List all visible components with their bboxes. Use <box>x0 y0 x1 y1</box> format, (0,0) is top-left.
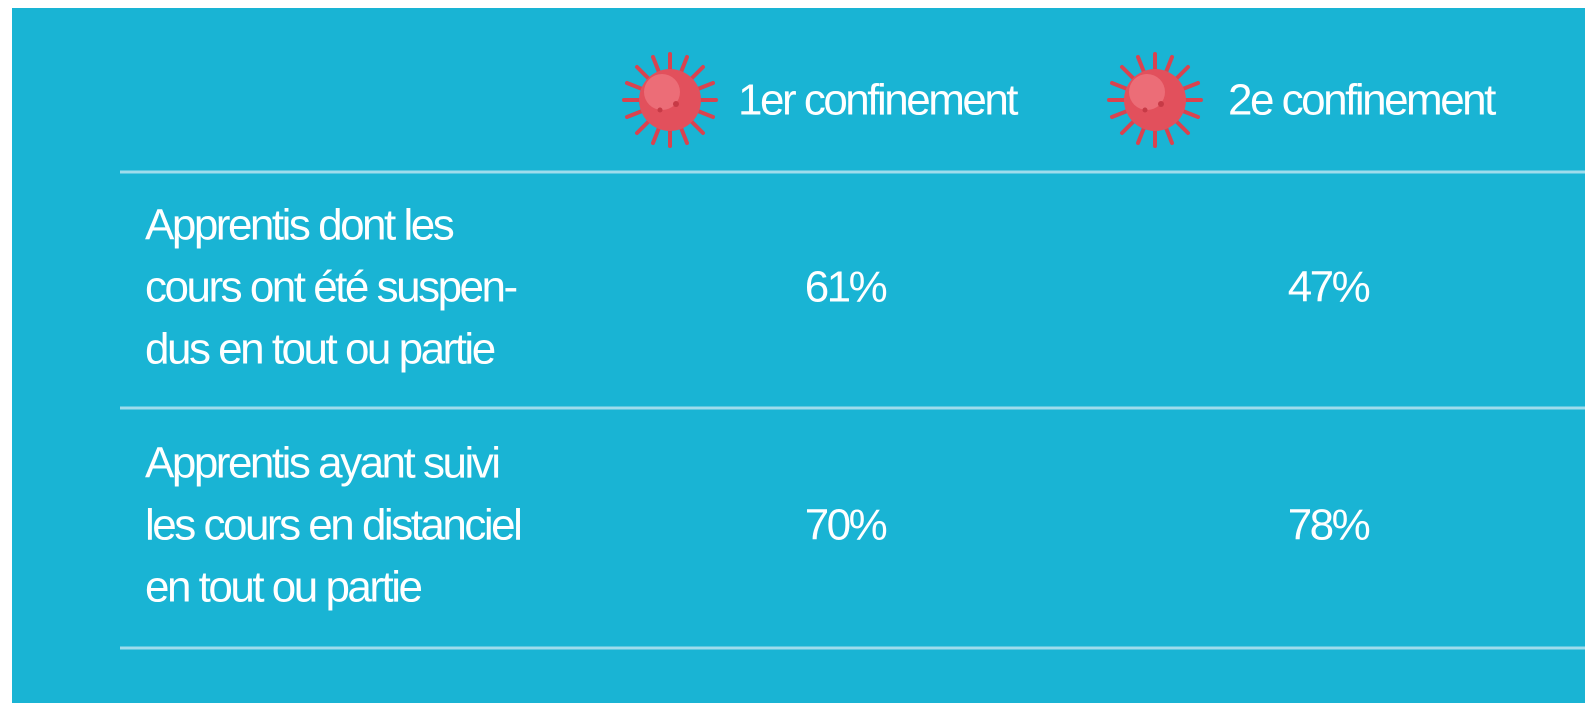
column-header: 2e confinement <box>1228 76 1496 125</box>
row-label: les cours en distanciel <box>145 501 520 550</box>
row-label: Apprentis ayant suivi <box>145 439 499 488</box>
virus-icon <box>1107 52 1203 148</box>
cell-value: 61% <box>805 263 887 312</box>
row-label: en tout ou partie <box>145 563 422 612</box>
row-label: cours ont été suspen- <box>145 263 516 312</box>
virus-icon <box>622 52 718 148</box>
cell-value: 78% <box>1288 501 1370 550</box>
column-header: 1er confinement <box>738 76 1018 125</box>
row-label: Apprentis dont les <box>145 201 454 250</box>
cell-value: 70% <box>805 501 887 550</box>
panel <box>12 8 1585 703</box>
cell-value: 47% <box>1288 263 1370 312</box>
row-label: dus en tout ou partie <box>145 325 495 374</box>
